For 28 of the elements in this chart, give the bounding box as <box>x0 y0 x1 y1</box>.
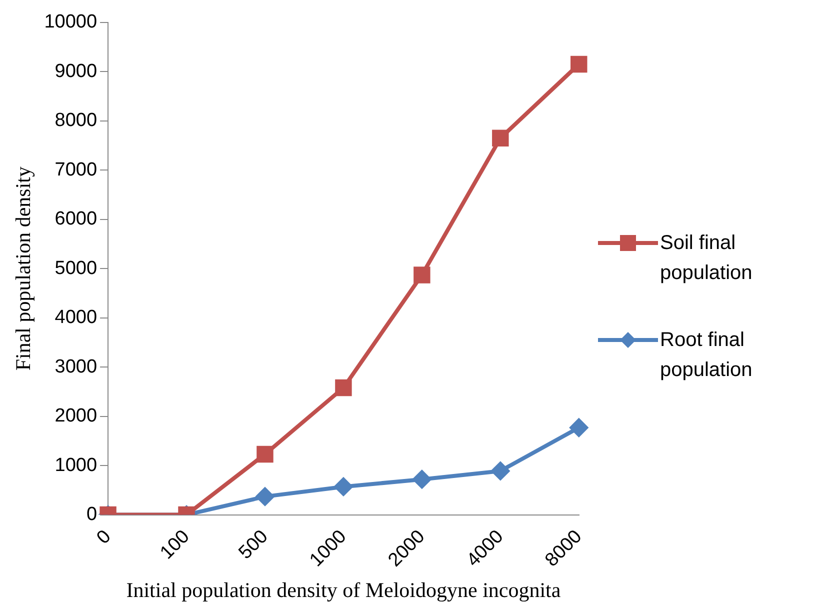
y-tick-label: 10000 <box>44 12 98 33</box>
point <box>256 488 274 506</box>
y-axis-title: Final population density <box>11 166 36 371</box>
y-tick-label: 0 <box>86 504 98 526</box>
y-tick-label: 9000 <box>54 60 98 82</box>
y-tick-label: 5000 <box>54 258 98 279</box>
point <box>570 56 588 73</box>
x-tick-label: 0 <box>92 526 116 549</box>
x-tick-label: 500 <box>234 526 272 564</box>
y-tick-label: 8000 <box>54 110 98 132</box>
x-tick-label: 100 <box>156 526 194 564</box>
y-tick-label: 7000 <box>54 159 98 180</box>
point <box>335 379 352 396</box>
point <box>491 462 510 480</box>
y-tick-label: 3000 <box>54 356 98 378</box>
y-tick-label: 2000 <box>54 406 98 427</box>
y-tick-label: 6000 <box>54 208 98 230</box>
point <box>412 470 431 488</box>
y-tick-label: 4000 <box>54 307 98 328</box>
point <box>570 418 588 437</box>
x-axis-title: Initial population density of Meloidogyne incognita <box>126 578 562 602</box>
legend-label: Soil final population <box>660 231 754 286</box>
point <box>492 130 509 146</box>
legend-label: Root final population <box>660 328 754 383</box>
point <box>256 446 274 463</box>
point <box>334 478 352 496</box>
y-tick-label: 1000 <box>54 454 98 476</box>
point <box>414 266 430 284</box>
